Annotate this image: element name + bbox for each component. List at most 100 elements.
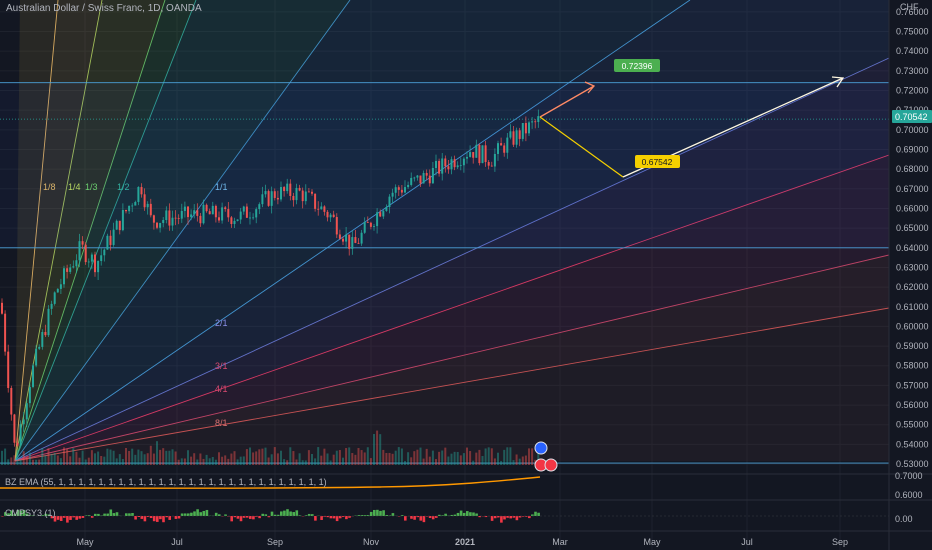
candle-body	[345, 234, 348, 242]
earnings-event-icon[interactable]	[534, 441, 548, 455]
candle-body	[90, 254, 93, 262]
volume-bar	[453, 451, 456, 465]
volume-bar	[10, 457, 13, 465]
price-axis[interactable]: 0.760000.750000.740000.730000.720000.710…	[896, 7, 929, 469]
up-projection-line[interactable]	[539, 85, 595, 118]
volume-bar	[292, 451, 295, 465]
gann-fan-ray[interactable]	[14, 0, 197, 462]
price-axis-tick: 0.59000	[896, 341, 929, 351]
cmp-bar	[137, 516, 140, 517]
volume-bar	[295, 459, 298, 465]
time-axis-tick: Sep	[832, 537, 848, 547]
candle-body	[131, 205, 134, 207]
cmp-bar	[385, 515, 388, 516]
candle-body	[137, 186, 140, 202]
ema-axis-tick: 0.6000	[895, 490, 923, 500]
main-pane-background	[0, 0, 889, 465]
cmp-bar	[174, 516, 178, 519]
volume-bar	[59, 458, 62, 465]
ema-indicator-label[interactable]: BZ EMA (55, 1, 1, 1, 1, 1, 1, 1, 1, 1, 1…	[5, 477, 327, 487]
candle-body	[94, 254, 96, 273]
gann-fan-label: 1/2	[117, 182, 130, 192]
candle-body	[261, 194, 264, 205]
volume-bar	[38, 459, 41, 465]
cmp-bar	[500, 516, 503, 523]
candle-body	[506, 137, 509, 153]
ema-pane	[0, 476, 541, 489]
candle-body	[255, 209, 258, 218]
cmp-bar	[134, 516, 137, 520]
cmp-bar	[419, 516, 423, 521]
gann-fan-ray[interactable]	[14, 57, 889, 462]
target-down-value: 0.67542	[642, 157, 673, 167]
volume-bar	[196, 459, 199, 465]
cmp-bar	[292, 512, 295, 516]
last-price-value: 0.70542	[895, 112, 928, 122]
cmp-bar	[515, 516, 519, 521]
volume-bar	[94, 453, 96, 465]
candle-body	[121, 209, 124, 231]
candle-body	[459, 165, 462, 167]
price-axis-tick: 0.63000	[896, 262, 929, 272]
cmp-bar	[264, 514, 268, 516]
event-icons[interactable]	[534, 441, 558, 472]
cmp-bar	[94, 513, 97, 516]
cmp-bar	[428, 516, 432, 518]
cmp-bar	[7, 513, 10, 516]
down-projection-line[interactable]	[539, 116, 624, 178]
cmp-bar	[503, 516, 506, 520]
time-axis[interactable]: May Jul Sep Nov 2021 Mar May Jul Sep	[76, 537, 848, 547]
volume-bar	[47, 448, 50, 465]
target-down-tag[interactable]: 0.67542	[635, 155, 680, 168]
gann-fan-ray[interactable]	[14, 0, 103, 462]
volume-bar	[66, 448, 69, 465]
candle-body	[4, 313, 7, 352]
gann-fan-ray[interactable]	[14, 0, 59, 462]
candle-body	[156, 222, 158, 228]
cmp-bar	[466, 511, 469, 516]
candle-body	[354, 237, 357, 243]
time-axis-tick: Jul	[171, 537, 183, 547]
volume-bar	[149, 445, 152, 465]
volume-bar	[518, 458, 521, 465]
volume-bar	[78, 457, 81, 465]
cmp-bar	[373, 509, 376, 516]
cmp-bar	[329, 516, 333, 519]
horizontal-levels[interactable]	[0, 82, 889, 464]
cmp-bar	[128, 513, 131, 516]
cmp-bar	[177, 516, 181, 519]
candle-body	[400, 189, 403, 193]
price-axis-tick: 0.72000	[896, 85, 929, 95]
candle-body	[382, 210, 385, 217]
cmp-bar	[311, 514, 314, 516]
candle-body	[376, 212, 379, 227]
volume-bar	[521, 456, 524, 465]
volume-bar	[109, 449, 112, 465]
candle-body	[44, 331, 47, 336]
gann-fan-ray[interactable]	[14, 154, 889, 462]
volume-bar	[413, 451, 416, 465]
target-up-tag[interactable]: 0.72396	[614, 59, 660, 72]
volume-bar	[35, 459, 38, 465]
cmp-bar	[379, 510, 382, 516]
gann-fan-ray[interactable]	[14, 0, 351, 462]
candle-body	[174, 217, 177, 219]
volume-bar	[307, 450, 310, 465]
candle-body	[332, 214, 335, 218]
split-event-icon[interactable]	[544, 458, 558, 472]
candle-body	[202, 204, 205, 224]
cmp-bar	[87, 515, 91, 516]
candle-body	[416, 175, 419, 178]
price-axis-tick: 0.66000	[896, 203, 929, 213]
candle-body	[453, 159, 456, 168]
cmp-indicator-label[interactable]: CMPSY3 (1)	[5, 508, 56, 518]
gann-fan-ray[interactable]	[14, 307, 889, 462]
cmp-bar	[56, 516, 60, 520]
cmp-bar	[81, 516, 85, 518]
cmp-bar	[66, 516, 69, 523]
gann-fan-ray[interactable]	[14, 254, 889, 462]
volume-bar	[214, 459, 217, 465]
gann-fan-ray[interactable]	[14, 0, 166, 462]
cmp-bar	[518, 516, 522, 518]
